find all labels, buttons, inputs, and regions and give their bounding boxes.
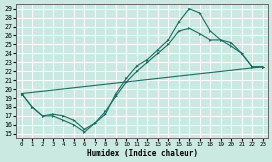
X-axis label: Humidex (Indice chaleur): Humidex (Indice chaleur): [86, 149, 197, 158]
